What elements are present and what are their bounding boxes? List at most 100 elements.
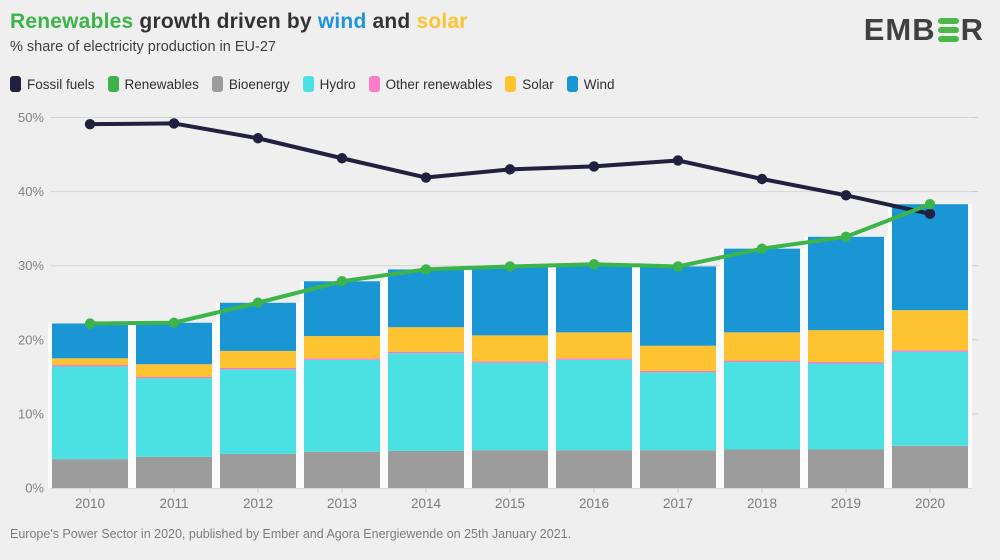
bar-segment-2013-other-renewables xyxy=(304,358,380,360)
bar-segment-2010-wind xyxy=(52,323,128,359)
x-axis-label-2014: 2014 xyxy=(411,496,442,511)
x-axis-label-2020: 2020 xyxy=(915,496,945,511)
legend-item-hydro: Hydro xyxy=(302,76,356,92)
x-axis-label-2013: 2013 xyxy=(327,496,357,511)
legend-item-renewables: Renewables xyxy=(107,76,199,92)
legend-swatch xyxy=(10,76,21,92)
bar-segment-2015-wind xyxy=(472,266,548,336)
legend-label: Solar xyxy=(522,76,554,92)
bar-segment-2013-wind xyxy=(304,281,380,337)
bar-segment-2020-bioenergy xyxy=(892,445,968,488)
bar-segment-2018-hydro xyxy=(724,362,800,450)
bar-segment-2020-other-renewables xyxy=(892,350,968,352)
x-axis-label-2018: 2018 xyxy=(747,496,777,511)
point-fossil-fuels-2014 xyxy=(420,172,432,183)
bar-segment-2011-hydro xyxy=(136,378,212,457)
legend-item-other-renewables: Other renewables xyxy=(368,76,493,92)
legend-label: Fossil fuels xyxy=(27,76,95,92)
bar-segment-2012-solar xyxy=(220,350,296,368)
bar-segment-2011-bioenergy xyxy=(136,456,212,488)
point-fossil-fuels-2018 xyxy=(756,173,768,185)
legend-item-fossil-fuels: Fossil fuels xyxy=(10,76,95,92)
y-axis-label-0: 0% xyxy=(25,481,44,496)
bar-segment-2016-wind xyxy=(556,264,632,333)
bar-segment-2015-bioenergy xyxy=(472,450,548,488)
bar-segment-2018-solar xyxy=(724,332,800,361)
stacked-bar-line-chart: 0% 10% 20% 30% 40% 50% 2010 2011 2012 2013 2014 201… xyxy=(18,110,978,511)
title-and-text: and xyxy=(366,10,417,33)
bar-segment-2016-other-renewables xyxy=(556,358,632,360)
x-axis-label-2017: 2017 xyxy=(663,496,693,511)
bar-segment-2016-solar xyxy=(556,332,632,359)
point-fossil-fuels-2013 xyxy=(336,153,348,164)
point-renewables-2016 xyxy=(588,259,600,270)
point-fossil-fuels-2016 xyxy=(588,161,600,172)
y-axis-label-10: 10% xyxy=(18,406,44,421)
point-renewables-2018 xyxy=(756,243,768,254)
bar-segment-2012-hydro xyxy=(220,369,296,454)
point-renewables-2015 xyxy=(504,261,516,272)
legend-label: Renewables xyxy=(124,76,199,92)
point-renewables-2010 xyxy=(84,318,96,329)
bar-segment-2015-other-renewables xyxy=(472,361,548,363)
bar-segment-2017-wind xyxy=(640,266,716,346)
legend-swatch xyxy=(107,76,119,92)
chart-legend: Fossil fuels Renewables Bioenergy Hydro Othe… xyxy=(10,76,627,92)
ember-logo-text-right: R xyxy=(960,12,984,47)
title-word-solar: solar xyxy=(416,10,468,33)
point-renewables-2017 xyxy=(672,261,684,272)
bar-segment-2017-hydro xyxy=(640,372,716,451)
bar-segment-2019-bioenergy xyxy=(808,449,884,488)
bar-segment-2010-hydro xyxy=(52,366,128,460)
bar-segment-2012-other-renewables xyxy=(220,367,296,370)
x-axis-label-2015: 2015 xyxy=(495,496,525,511)
legend-label: Hydro xyxy=(319,76,356,92)
bar-segment-2010-bioenergy xyxy=(52,459,128,488)
chart-subtitle: % share of electricity production in EU-… xyxy=(10,39,276,55)
bar-segment-2014-hydro xyxy=(388,353,464,451)
legend-swatch xyxy=(302,76,314,92)
chart-area: 0% 10% 20% 30% 40% 50% 2010 2011 2012 2013 2014 201… xyxy=(0,100,1000,512)
x-axis-label-2019: 2019 xyxy=(831,496,861,511)
bar-segment-2010-other-renewables xyxy=(52,364,128,367)
bar-segment-2019-wind xyxy=(808,236,884,331)
legend-label: Other renewables xyxy=(385,76,493,92)
bar-segment-2015-solar xyxy=(472,335,548,362)
bar-segment-2018-other-renewables xyxy=(724,360,800,363)
source-note: Europe's Power Sector in 2020, published… xyxy=(10,527,572,541)
legend-swatch xyxy=(211,76,223,92)
page-title: Renewables growth driven by wind and sol… xyxy=(10,10,468,34)
point-renewables-2014 xyxy=(420,264,432,275)
legend-item-bioenergy: Bioenergy xyxy=(211,76,290,92)
bar-segment-2016-hydro xyxy=(556,359,632,451)
ember-logo-e-icon xyxy=(937,18,959,42)
bar-segment-2016-bioenergy xyxy=(556,450,632,488)
bar-segment-2017-solar xyxy=(640,345,716,371)
point-fossil-fuels-2012 xyxy=(252,133,264,144)
bar-segment-2019-hydro xyxy=(808,363,884,450)
y-axis-label-30: 30% xyxy=(18,258,44,273)
bar-segment-2013-solar xyxy=(304,336,380,359)
point-fossil-fuels-2020 xyxy=(924,208,936,220)
bar-segment-2017-bioenergy xyxy=(640,450,716,488)
bar-segment-2018-wind xyxy=(724,248,800,333)
y-axis-label-20: 20% xyxy=(18,332,44,347)
point-renewables-2012 xyxy=(252,297,264,308)
bar-segment-2011-other-renewables xyxy=(136,376,212,379)
point-fossil-fuels-2017 xyxy=(672,155,684,166)
header: Renewables growth driven by wind and sol… xyxy=(10,10,468,55)
bar-segment-2014-bioenergy xyxy=(388,450,464,488)
ember-logo-text-left: EMB xyxy=(863,12,936,47)
bar-segment-2014-other-renewables xyxy=(388,351,464,354)
bar-segment-2014-wind xyxy=(388,269,464,328)
point-renewables-2020 xyxy=(924,198,936,210)
x-axis-label-2016: 2016 xyxy=(579,496,609,511)
legend-swatch xyxy=(566,76,578,92)
x-axis-label-2011: 2011 xyxy=(159,496,188,511)
y-axis-label-40: 40% xyxy=(18,184,44,199)
bar-segment-2011-wind xyxy=(136,322,212,365)
title-middle-text: growth driven by xyxy=(133,10,318,33)
point-fossil-fuels-2011 xyxy=(168,118,180,129)
y-axis-label-50: 50% xyxy=(18,110,44,125)
bar-segment-2012-bioenergy xyxy=(220,453,296,488)
